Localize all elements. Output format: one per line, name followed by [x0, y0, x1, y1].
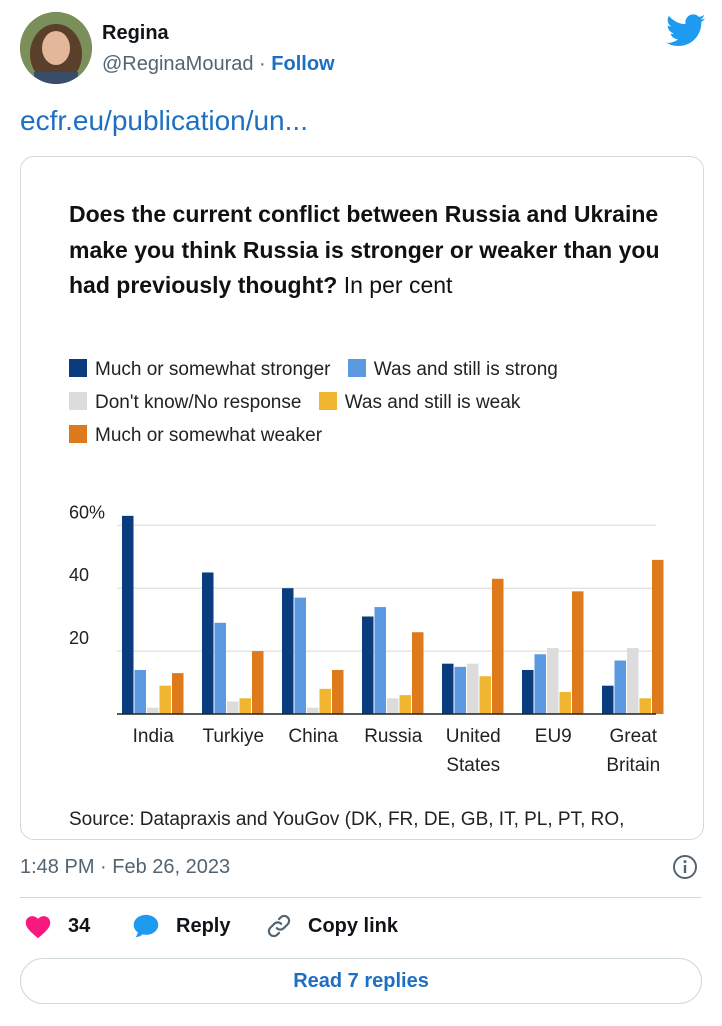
bar	[442, 663, 454, 714]
bar	[214, 622, 226, 714]
bar	[282, 588, 294, 714]
bar-chart: 60% 40 20 India Turkiye China Russia United Stat…	[69, 502, 664, 776]
bar	[627, 647, 639, 714]
chart-image: Does the current conflict between Russia…	[21, 157, 703, 839]
legend-swatch-much-weaker	[69, 425, 87, 443]
reply-button[interactable]: Reply	[132, 913, 230, 939]
chart-source: Source: Datapraxis and YouGov (DK, FR, D…	[69, 809, 625, 830]
tweet-timestamp[interactable]: 1:48 PM · Feb 26, 2023	[20, 856, 231, 878]
legend-label-still-weak: Was and still is weak	[344, 392, 521, 413]
legend-label-much-stronger: Much or somewhat stronger	[95, 359, 331, 380]
legend-swatch-dont-know	[69, 392, 87, 410]
reply-label: Reply	[176, 914, 231, 937]
author-avatar[interactable]	[20, 12, 92, 84]
bar	[172, 673, 184, 714]
bar	[294, 597, 306, 714]
author-handle[interactable]: @ReginaMourad	[102, 53, 254, 75]
link-icon	[267, 914, 291, 938]
bar	[239, 698, 251, 714]
bar	[134, 669, 146, 714]
divider	[20, 897, 702, 898]
x-tick-label: Russia	[364, 726, 423, 747]
legend-label-still-strong: Was and still is strong	[373, 359, 558, 380]
x-tick-label: EU9	[535, 726, 572, 747]
legend-row-1: Much or somewhat stronger Was and still …	[69, 359, 558, 381]
legend-label-much-weaker: Much or somewhat weaker	[95, 425, 323, 446]
bar	[522, 669, 534, 714]
chart-title: Does the current conflict between Russia…	[69, 197, 669, 304]
like-button[interactable]: 34	[24, 913, 90, 939]
chart-title-rest: In per cent	[337, 272, 453, 298]
legend-row-3: Much or somewhat weaker	[69, 425, 322, 447]
x-tick-label: Great	[609, 726, 657, 747]
legend-swatch-still-weak	[318, 392, 337, 410]
bar	[147, 707, 159, 714]
author-name[interactable]: Regina	[102, 22, 169, 44]
x-tick-label: China	[288, 726, 338, 747]
reply-bubble-icon	[133, 914, 159, 938]
x-tick-label: States	[446, 755, 500, 776]
bar	[227, 701, 239, 714]
media-card[interactable]: Does the current conflict between Russia…	[20, 156, 704, 840]
x-tick-label: United	[446, 726, 501, 747]
chart-title-bold: Does the current conflict between Russia…	[69, 201, 660, 298]
bar	[467, 663, 479, 714]
article-link[interactable]: ecfr.eu/publication/un...	[20, 105, 308, 136]
bar	[202, 572, 214, 714]
read-replies-button[interactable]: Read 7 replies	[20, 958, 702, 1004]
bar	[454, 666, 466, 714]
copy-link-label: Copy link	[308, 914, 399, 937]
handle-separator: ·	[253, 53, 272, 75]
bar	[387, 698, 399, 714]
bar	[534, 654, 546, 714]
y-tick-label: 40	[69, 565, 89, 585]
x-tick-label: Turkiye	[202, 726, 264, 747]
bar	[159, 685, 171, 714]
legend-row-2: Don't know/No response Was and still is …	[69, 392, 520, 414]
y-tick-label: 60%	[69, 502, 105, 522]
y-tick-label: 20	[69, 628, 89, 648]
bar	[559, 691, 571, 714]
bar	[547, 647, 559, 714]
bar	[652, 559, 664, 714]
x-tick-label: India	[133, 726, 175, 747]
bar	[307, 707, 319, 714]
bar	[319, 688, 331, 714]
x-tick-label: Britain	[606, 755, 660, 776]
bar	[602, 685, 614, 714]
bar	[572, 591, 584, 714]
legend-swatch-still-strong	[347, 359, 366, 377]
follow-button[interactable]: Follow	[271, 53, 335, 75]
copy-link-button[interactable]: Copy link	[266, 913, 398, 939]
bar	[399, 695, 411, 714]
avatar-image	[20, 12, 92, 84]
bar	[492, 578, 504, 714]
bar	[252, 651, 264, 714]
twitter-bird-icon[interactable]	[666, 14, 706, 48]
author-handle-row: @ReginaMourad · Follow	[102, 53, 335, 76]
bar	[639, 698, 651, 714]
bar	[122, 515, 134, 714]
bar	[479, 676, 491, 714]
bar	[614, 660, 626, 714]
legend-label-dont-know: Don't know/No response	[95, 392, 302, 413]
bar	[362, 616, 374, 714]
bar	[332, 669, 344, 714]
legend-swatch-much-stronger	[69, 359, 87, 377]
heart-icon	[25, 916, 51, 939]
like-count: 34	[68, 914, 91, 937]
info-icon[interactable]	[671, 853, 699, 881]
bar	[374, 607, 386, 714]
bar	[412, 632, 424, 714]
